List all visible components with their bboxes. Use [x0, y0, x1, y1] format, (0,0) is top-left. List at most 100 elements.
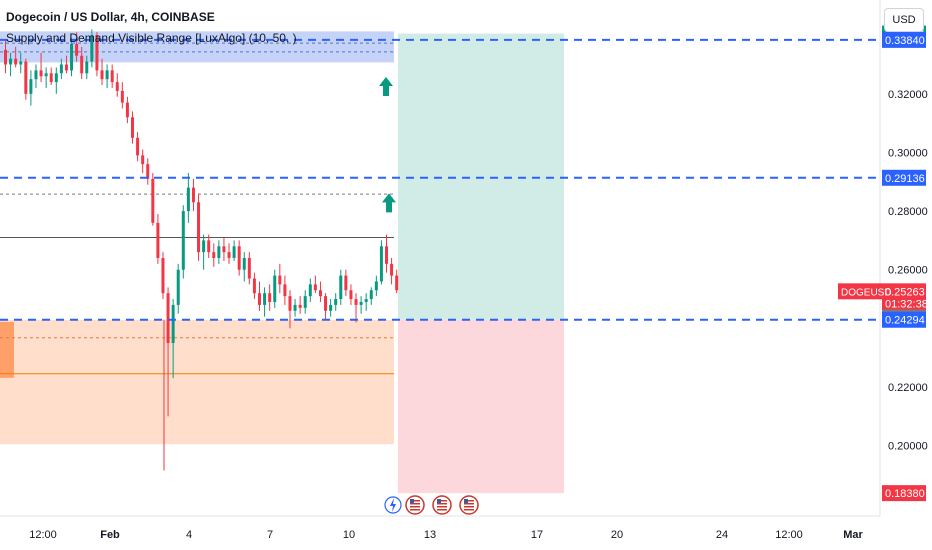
- price-badge-label: 0.29136: [885, 173, 925, 185]
- candle-body: [166, 293, 170, 344]
- candle-body: [54, 73, 58, 83]
- candle-body: [186, 187, 190, 212]
- stop-zone: [398, 319, 564, 494]
- candle-body: [141, 155, 145, 165]
- flag-canton: [437, 499, 441, 503]
- candle-body: [9, 58, 13, 65]
- candle-body: [49, 73, 53, 83]
- flag-stripe: [410, 506, 420, 508]
- flag-stripe: [437, 503, 447, 505]
- candle-body: [298, 304, 302, 308]
- candle-body: [14, 58, 18, 65]
- candle-body: [374, 281, 378, 291]
- candle-body: [278, 275, 282, 285]
- candle-body: [263, 293, 267, 305]
- candle-body: [349, 290, 353, 300]
- symbol-title: Dogecoin / US Dollar, 4h, COINBASE: [6, 10, 215, 24]
- events-layer[interactable]: [384, 495, 479, 515]
- candle-body: [120, 90, 124, 103]
- candle-body: [247, 258, 251, 279]
- candle-body: [110, 70, 114, 83]
- y-tick-label: 0.22000: [888, 382, 928, 394]
- candle-body: [115, 82, 119, 91]
- y-tick-label: 0.26000: [888, 265, 928, 277]
- supply-zone: [0, 31, 394, 63]
- lightning-glyph: [390, 498, 396, 512]
- candle-body: [339, 275, 343, 300]
- us-flag-event-icon[interactable]: [459, 495, 479, 515]
- symbol-badge-label: DOGEUSD: [841, 287, 892, 298]
- candle-body: [390, 263, 394, 276]
- us-flag-event-icon[interactable]: [405, 495, 425, 515]
- candle-body: [19, 61, 23, 65]
- target-zone: [398, 33, 564, 320]
- candle-body: [359, 301, 363, 305]
- demand-volume-bar: [0, 321, 14, 378]
- price-badge: [882, 169, 926, 186]
- candle-body: [146, 164, 150, 179]
- candle-body: [100, 70, 104, 80]
- candle-body: [303, 296, 307, 308]
- flag-stripe: [410, 500, 420, 502]
- x-tick-label: 13: [424, 529, 436, 541]
- demand-zone: [0, 319, 394, 445]
- flag-stripe: [437, 509, 447, 511]
- us-flag-event-icon[interactable]: [432, 495, 452, 515]
- candle-body: [80, 55, 84, 74]
- candle-body: [385, 246, 388, 264]
- candle-body: [227, 252, 231, 258]
- price-badge: [882, 283, 926, 300]
- candle-body: [369, 290, 373, 300]
- flag-stripe: [410, 503, 420, 505]
- price-badge-label: 0.25263: [885, 286, 925, 298]
- candle-body: [237, 246, 241, 270]
- x-tick-label: 12:00: [29, 529, 57, 541]
- candle-body: [268, 293, 272, 302]
- flag-stripe: [464, 509, 474, 511]
- x-tick-label: 12:00: [775, 529, 803, 541]
- price-badge-label: 01:32:38: [885, 299, 928, 311]
- x-tick-label: 24: [716, 529, 728, 541]
- candle-body: [131, 117, 134, 138]
- candle-body: [176, 269, 180, 305]
- candle-body: [217, 246, 221, 258]
- candle-body: [308, 284, 312, 297]
- up-arrow-icon: [379, 76, 393, 96]
- candle-body: [156, 222, 160, 258]
- price-badge: [882, 485, 926, 502]
- x-tick-label: Mar: [843, 529, 863, 541]
- price-badge: [882, 295, 926, 312]
- currency-button[interactable]: USD: [884, 8, 924, 32]
- candles-layer: [4, 29, 399, 471]
- candle-body: [379, 246, 383, 282]
- candle-body: [197, 202, 201, 253]
- flag-canton: [410, 499, 414, 503]
- candle-body: [85, 61, 89, 74]
- candle-body: [70, 43, 74, 71]
- candle-body: [288, 296, 292, 311]
- flag-stripe: [437, 506, 447, 508]
- candle-body: [202, 240, 206, 253]
- candle-body: [90, 35, 94, 62]
- candle-body: [151, 178, 155, 223]
- x-tick-label: 7: [267, 529, 273, 541]
- flag-stripe: [410, 509, 420, 511]
- y-tick-label: 0.20000: [888, 441, 928, 453]
- candle-body: [24, 61, 28, 94]
- overlays-layer: [0, 38, 880, 321]
- price-badge: [882, 311, 926, 328]
- candle-body: [95, 35, 99, 71]
- candle-body: [59, 64, 63, 74]
- candle-body: [181, 211, 185, 270]
- candle-body: [4, 49, 7, 65]
- candle-body: [75, 43, 79, 56]
- candle-body: [125, 102, 129, 118]
- price-badge-label: 0.33840: [885, 35, 925, 47]
- candle-body: [105, 70, 109, 80]
- y-tick-label: 0.32000: [888, 89, 928, 101]
- candle-body: [283, 284, 287, 297]
- candle-body: [329, 304, 333, 311]
- candle-body: [293, 304, 297, 311]
- candle-body: [364, 299, 368, 302]
